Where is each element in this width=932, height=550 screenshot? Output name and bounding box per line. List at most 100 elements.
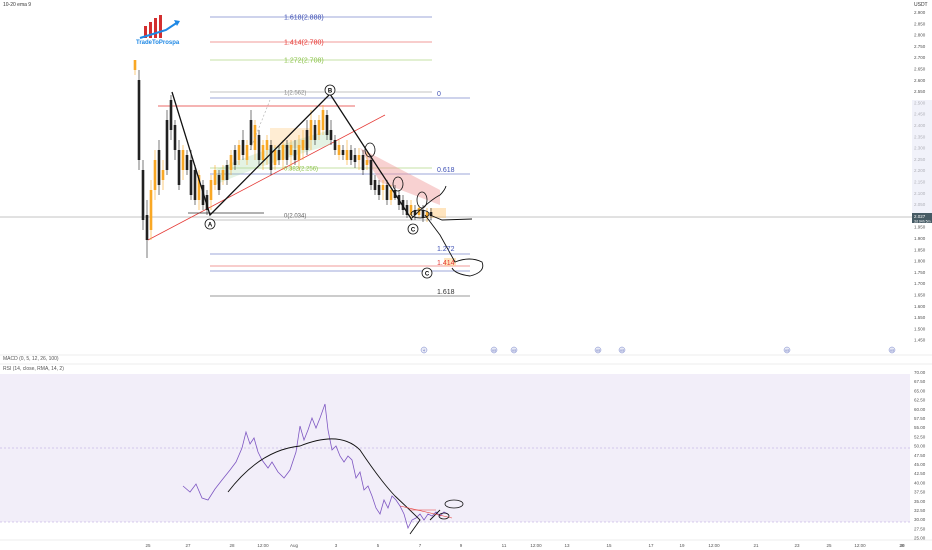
candle-body [313, 125, 317, 140]
projection-up-path [411, 185, 447, 219]
event-icon-label: US [785, 349, 789, 353]
fib-right-label-1272: 1.272 [437, 246, 455, 253]
fib-right-label-0618: 0.618 [437, 167, 455, 174]
rsi-circle-2 [438, 512, 450, 520]
candle-body [265, 140, 269, 150]
candle-body [381, 185, 385, 190]
price-tick-label: 1.650 [914, 293, 926, 298]
candle-body [325, 115, 329, 135]
rsi-handdrawn-ma [227, 438, 441, 535]
event-icon[interactable]: US [888, 346, 896, 354]
candle-body [405, 205, 409, 215]
currency-label: USDT [914, 2, 928, 8]
event-icon[interactable]: US [510, 346, 518, 354]
rsi-tick-label: 27.50 [914, 526, 926, 531]
event-icon[interactable]: US [618, 346, 626, 354]
point-marker-c2: C [421, 267, 433, 279]
candle-body [361, 155, 365, 170]
candle-body [345, 150, 349, 160]
time-tick-label: 25 [826, 543, 832, 548]
event-icon[interactable]: US [594, 346, 602, 354]
time-tick-label: 28 [229, 543, 235, 548]
rsi-tick-label: 60.00 [914, 407, 926, 412]
rsi-tick-label: 47.50 [914, 453, 926, 458]
event-icon-label: US [512, 349, 516, 353]
rsi-tick-label: 35.00 [914, 499, 926, 504]
candle-body [341, 150, 345, 155]
trendline-red [147, 114, 386, 241]
current-price-countdown: 3d 04h 5m [914, 220, 931, 224]
candle-body [137, 80, 141, 160]
projection-flat-path [429, 214, 473, 221]
candle-body [221, 170, 225, 180]
time-tick-label: 19 [679, 543, 685, 548]
candle-body [161, 170, 165, 180]
rsi-tick-label: 30.00 [914, 517, 926, 522]
rsi-tick-label: 70.00 [914, 370, 926, 375]
point-a-label: A [208, 223, 213, 229]
event-icon[interactable]: 4 [420, 346, 428, 354]
event-icon[interactable]: US [783, 346, 791, 354]
candle-body [205, 195, 209, 210]
price-tick-label: 2.600 [914, 78, 926, 83]
candle-body [197, 175, 201, 200]
rsi-tick-label: 40.00 [914, 480, 926, 485]
fib-label-1272: 1.272(2.708) [284, 58, 324, 65]
orange-zone-3 [444, 258, 456, 266]
time-tick-label: 5 [377, 543, 380, 548]
price-tick-label: 1.550 [914, 315, 926, 320]
price-tick-label: 2.550 [914, 89, 926, 94]
current-price-value: 2.027 [914, 214, 926, 219]
candle-body [141, 170, 145, 220]
event-icons-row[interactable]: 4 US US US US US US [420, 346, 896, 354]
price-tick-label: 2.850 [914, 21, 926, 26]
time-axis[interactable]: 25 27 28 12:00 Aug 3 5 7 9 11 12:00 13 15 17 19 12:00 21… [145, 543, 905, 548]
candle-body [213, 170, 217, 185]
candle-body [321, 110, 325, 130]
rsi-band [0, 374, 910, 522]
candle-body [409, 205, 413, 215]
candle-body [389, 190, 393, 200]
candle-body [305, 130, 309, 150]
candle-body [245, 145, 249, 160]
candle-body [165, 120, 169, 170]
candlesticks [133, 60, 433, 258]
candle-body [169, 100, 173, 130]
logo-chart-icon [139, 15, 180, 39]
time-tick-label: 15 [606, 543, 612, 548]
rsi-tick-label: 52.50 [914, 434, 926, 439]
event-icon[interactable]: US [490, 346, 498, 354]
orange-zone-2 [430, 208, 446, 218]
fib-label-1414: 1.414(2.780) [284, 40, 324, 47]
event-icon-label: US [620, 349, 624, 353]
price-tick-label: 2.900 [914, 10, 926, 15]
projection-down-path [424, 214, 484, 277]
candle-body [285, 145, 289, 160]
time-tick-label: 9 [460, 543, 463, 548]
candle-body [289, 145, 293, 155]
candle-body [365, 160, 369, 165]
time-tick-label: 12:00 [854, 543, 866, 548]
time-tick-label: 13 [564, 543, 570, 548]
circle-annotation-4 [410, 209, 430, 219]
candle-body [369, 160, 373, 185]
candle-body [277, 150, 281, 160]
brand-logo: TradeToProspa [136, 12, 184, 54]
rsi-tick-label: 67.50 [914, 379, 926, 384]
candle-body [153, 160, 157, 190]
candle-body [317, 120, 321, 135]
event-icon-label: US [890, 349, 894, 353]
circle-annotation-3 [416, 191, 428, 209]
ema-band [215, 130, 330, 185]
point-b-label: B [328, 89, 333, 95]
candle-body [249, 120, 253, 145]
rsi-tick-label: 25.00 [914, 536, 926, 541]
candle-body [281, 145, 285, 160]
price-tick-label: 1.900 [914, 236, 926, 241]
fib-right-label-1414: 1.414 [437, 260, 455, 267]
candle-body [353, 155, 357, 162]
candle-body [241, 140, 245, 155]
time-tick-label: 27 [185, 543, 191, 548]
rsi-tick-label: 50.00 [914, 444, 926, 449]
